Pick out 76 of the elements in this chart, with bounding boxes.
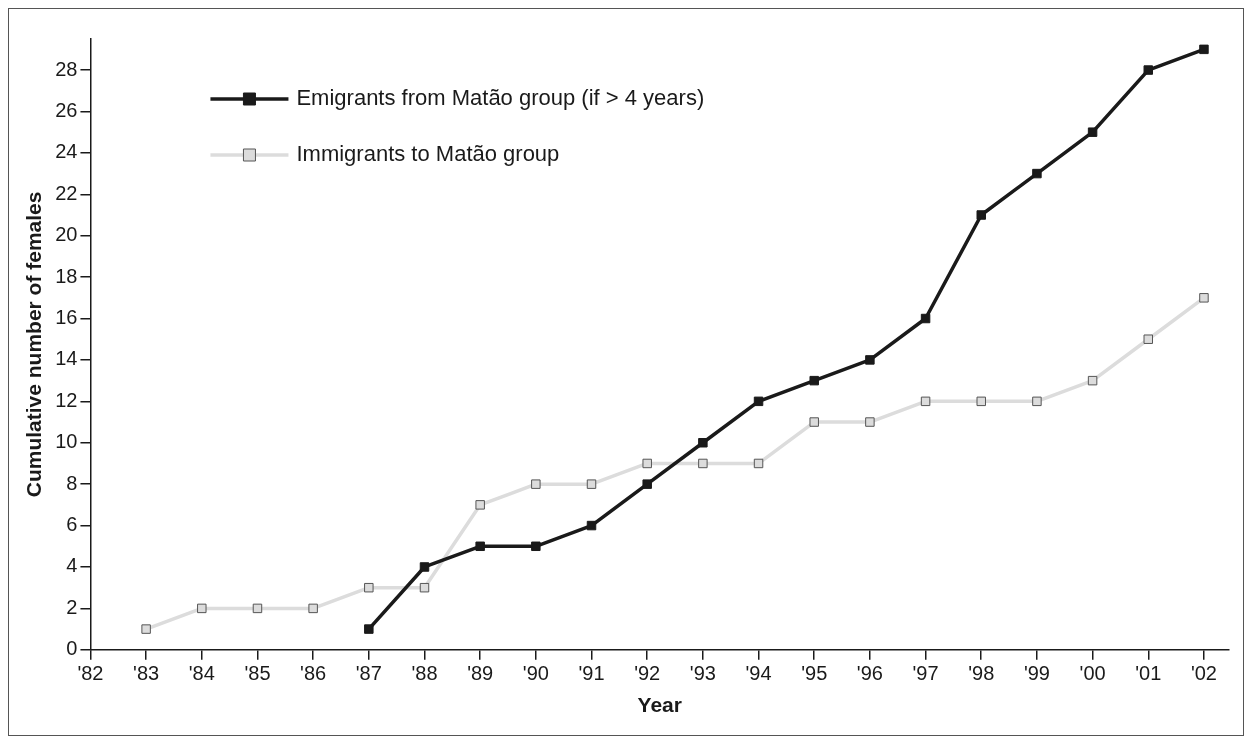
x-tick-label: '95 bbox=[801, 662, 828, 685]
y-tick-label: 14 bbox=[55, 347, 78, 370]
y-tick-label: 16 bbox=[55, 306, 78, 329]
x-tick-label: '86 bbox=[300, 662, 327, 685]
y-tick-label: 26 bbox=[55, 98, 78, 121]
point bbox=[809, 375, 819, 386]
point bbox=[586, 479, 597, 489]
x-tick-label: '94 bbox=[745, 662, 772, 685]
x-tick-label: '89 bbox=[467, 662, 494, 685]
y-tick-label: 20 bbox=[55, 223, 78, 246]
point bbox=[419, 582, 430, 593]
x-tick-label: '84 bbox=[188, 662, 215, 685]
point bbox=[1087, 127, 1098, 137]
point bbox=[419, 562, 430, 572]
point bbox=[642, 458, 652, 469]
x-tick-label: '88 bbox=[411, 662, 438, 685]
x-tick-label: '00 bbox=[1079, 662, 1106, 685]
point bbox=[1199, 293, 1209, 303]
x-tick-label: '92 bbox=[634, 662, 661, 685]
point bbox=[753, 458, 764, 469]
legend-label: Immigrants to Matão group bbox=[296, 141, 560, 167]
point bbox=[753, 396, 764, 407]
point bbox=[364, 582, 374, 593]
x-tick-label: '02 bbox=[1190, 662, 1217, 685]
y-tick-label: 24 bbox=[55, 140, 78, 163]
point bbox=[920, 396, 931, 407]
point bbox=[976, 396, 986, 407]
point bbox=[1143, 334, 1154, 344]
point bbox=[1032, 396, 1042, 407]
x-tick-label: '91 bbox=[578, 662, 605, 685]
point bbox=[1087, 375, 1098, 386]
point bbox=[1199, 44, 1209, 55]
y-tick-label: 2 bbox=[66, 595, 78, 618]
point bbox=[531, 479, 541, 489]
point bbox=[475, 500, 485, 510]
y-tick-label: 8 bbox=[66, 471, 78, 494]
point bbox=[809, 417, 819, 427]
point bbox=[698, 438, 708, 448]
point bbox=[642, 479, 652, 489]
y-tick-label: 4 bbox=[66, 554, 78, 577]
point bbox=[475, 541, 485, 552]
legend-label: Emigrants from Matão group (if > 4 years) bbox=[296, 85, 705, 111]
y-tick-label: 6 bbox=[66, 513, 78, 536]
point bbox=[976, 210, 986, 220]
x-tick-label: '01 bbox=[1135, 662, 1162, 685]
x-tick-label: '85 bbox=[244, 662, 271, 685]
point bbox=[252, 603, 263, 614]
point bbox=[1032, 168, 1042, 179]
y-axis-title: Cumulative number of females bbox=[22, 191, 46, 498]
point bbox=[308, 603, 318, 614]
x-tick-label: '82 bbox=[77, 662, 104, 685]
point bbox=[920, 313, 931, 324]
point bbox=[586, 520, 597, 531]
y-tick-label: 22 bbox=[55, 181, 78, 204]
y-tick-label: 10 bbox=[55, 430, 78, 453]
x-tick-label: '97 bbox=[912, 662, 939, 685]
x-tick-label: '90 bbox=[522, 662, 549, 685]
point bbox=[865, 355, 875, 365]
x-tick-label: '87 bbox=[355, 662, 382, 685]
y-tick-label: 18 bbox=[55, 264, 78, 287]
point bbox=[865, 417, 875, 427]
y-tick-label: 0 bbox=[66, 637, 78, 660]
point bbox=[141, 624, 151, 634]
point bbox=[1143, 65, 1154, 75]
point bbox=[698, 458, 708, 469]
x-axis-title: Year bbox=[637, 693, 682, 717]
point bbox=[531, 541, 541, 552]
x-tick-label: '96 bbox=[856, 662, 883, 685]
x-tick-label: '83 bbox=[133, 662, 160, 685]
y-tick-label: 12 bbox=[55, 388, 78, 411]
x-tick-label: '93 bbox=[689, 662, 716, 685]
y-tick-label: 28 bbox=[55, 57, 78, 80]
point bbox=[364, 624, 374, 634]
point bbox=[197, 603, 207, 614]
x-tick-label: '98 bbox=[968, 662, 995, 685]
x-tick-label: '99 bbox=[1023, 662, 1050, 685]
